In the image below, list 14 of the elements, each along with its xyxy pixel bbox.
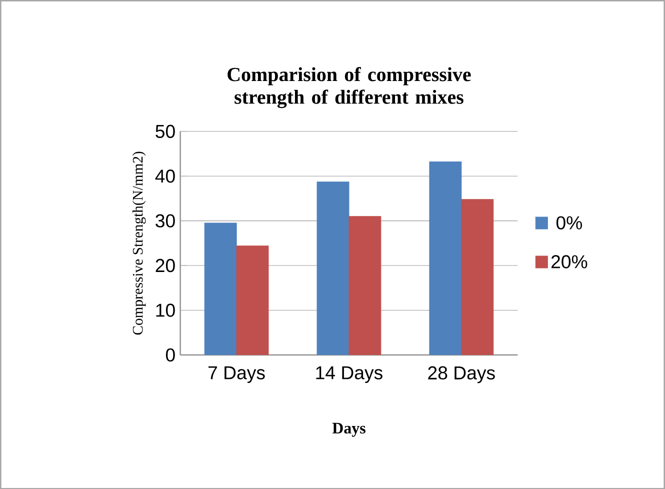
y-tick-label: 30	[156, 214, 175, 228]
x-tick-label: 28 Days	[428, 366, 495, 384]
legend-label: 20%	[551, 254, 588, 268]
x-tick-label: 14 Days	[316, 366, 382, 383]
y-tick-label: 50	[156, 124, 175, 138]
legend-label: 0%	[556, 216, 582, 230]
chart-title: Comparision of compressive strength of different mixes	[228, 66, 471, 108]
x-axis-title: Days	[332, 422, 366, 437]
x-tick-label: 7 Days	[208, 366, 265, 383]
y-tick-label: 10	[156, 303, 175, 317]
y-tick-label: 0	[166, 348, 175, 362]
y-tick-label: 40	[155, 169, 175, 183]
y-axis-title: Compressive Strength(N/mm2)	[132, 152, 146, 334]
y-tick-label: 20	[156, 258, 175, 272]
